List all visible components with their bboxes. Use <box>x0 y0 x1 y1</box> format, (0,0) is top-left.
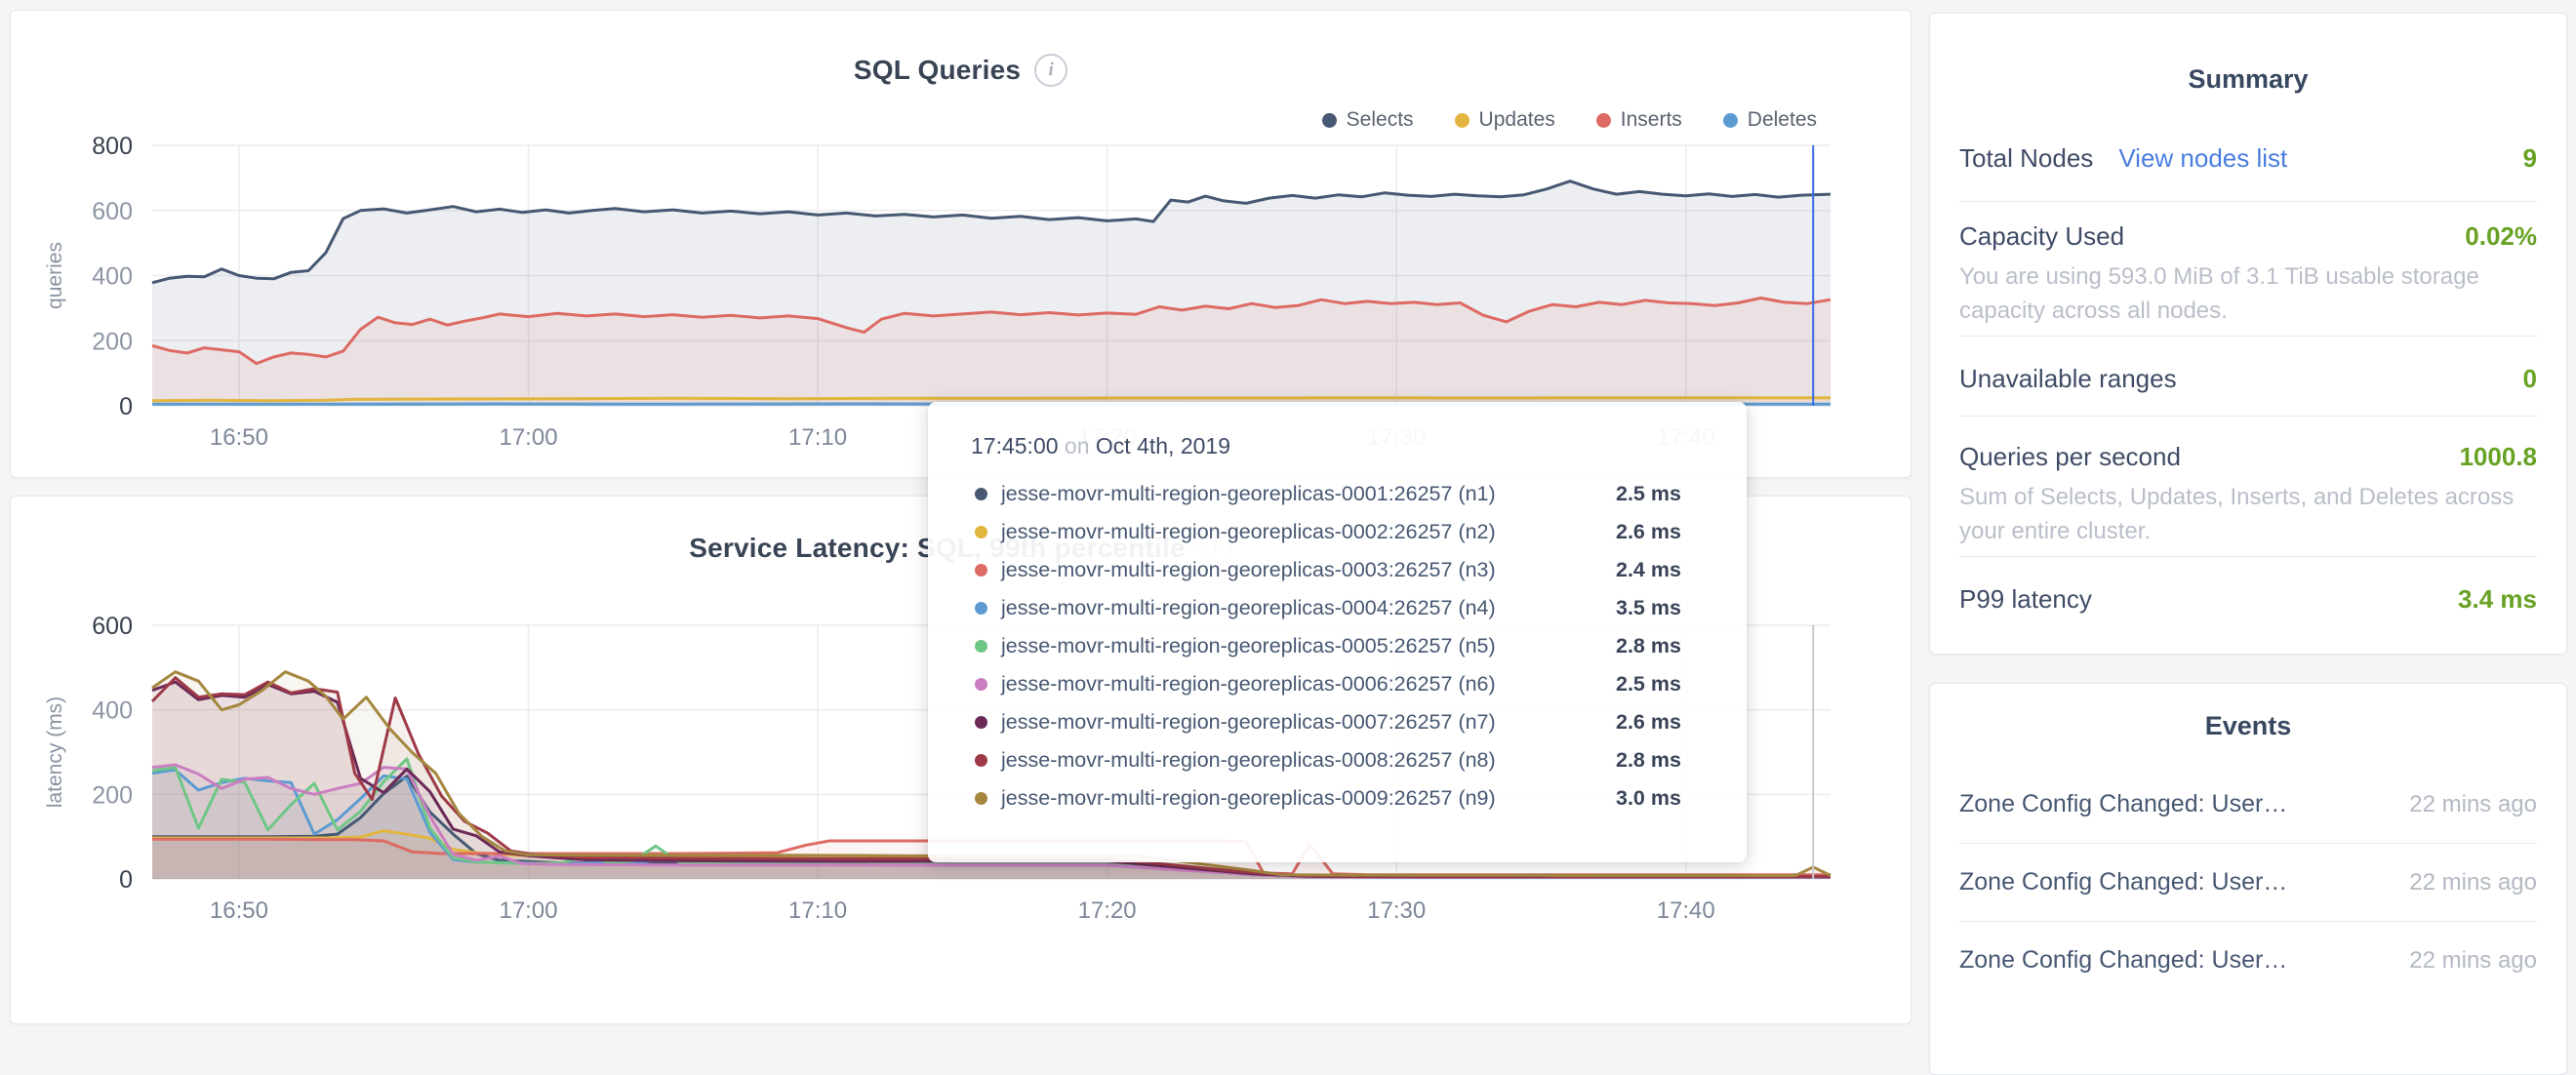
divider <box>1959 416 2537 417</box>
svg-text:17:10: 17:10 <box>788 424 847 451</box>
queries-per-second-subtext: Sum of Selects, Updates, Inserts, and De… <box>1959 484 2515 544</box>
legend-dot-icon <box>1321 112 1337 128</box>
svg-text:200: 200 <box>92 328 133 355</box>
node-color-dot-icon <box>975 640 987 653</box>
tooltip-node-row: jesse-movr-multi-region-georeplicas-0008… <box>928 741 1747 779</box>
svg-text:queries: queries <box>44 242 66 309</box>
sql-queries-legend: Selects Updates Inserts Deletes <box>1321 108 1817 132</box>
capacity-used-subtext: You are using 593.0 MiB of 3.1 TiB usabl… <box>1959 263 2479 324</box>
tooltip-node-row: jesse-movr-multi-region-georeplicas-0009… <box>928 779 1747 817</box>
tooltip-timestamp: 17:45:00 on Oct 4th, 2019 <box>928 433 1747 459</box>
unavailable-ranges-row: Unavailable ranges 0 <box>1959 353 2537 404</box>
events-panel: Events Zone Config Changed: User… 22 mins… <box>1929 683 2567 1075</box>
node-color-dot-icon <box>975 602 987 615</box>
total-nodes-row: Total Nodes View nodes list 9 <box>1959 129 2537 187</box>
svg-text:600: 600 <box>92 198 133 225</box>
summary-panel: Summary Total Nodes View nodes list 9 Ca… <box>1929 13 2567 655</box>
svg-text:0: 0 <box>119 393 133 420</box>
legend-item-selects: Selects <box>1321 108 1414 132</box>
tooltip-node-rows: jesse-movr-multi-region-georeplicas-0001… <box>928 475 1747 817</box>
node-color-dot-icon <box>975 678 987 691</box>
info-icon[interactable]: i <box>1034 54 1068 87</box>
legend-dot-icon <box>1595 112 1611 128</box>
events-list: Zone Config Changed: User… 22 mins ago Zon… <box>1959 766 2537 999</box>
svg-text:17:30: 17:30 <box>1367 897 1426 924</box>
tooltip-date: Oct 4th, 2019 <box>1095 433 1230 458</box>
sql-queries-title-row: SQL Queries i <box>11 54 1911 87</box>
total-nodes-value: 9 <box>2522 142 2537 173</box>
node-color-dot-icon <box>975 716 987 729</box>
capacity-used-row: Capacity Used 0.02% <box>1959 215 2537 258</box>
legend-item-updates: Updates <box>1454 108 1555 132</box>
total-nodes-label: Total Nodes <box>1959 142 2094 173</box>
svg-text:600: 600 <box>92 613 133 640</box>
svg-text:latency (ms): latency (ms) <box>44 697 66 808</box>
event-list-item[interactable]: Zone Config Changed: User… 22 mins ago <box>1959 766 2537 844</box>
legend-item-deletes: Deletes <box>1722 108 1817 132</box>
capacity-used-value: 0.02% <box>2465 220 2537 251</box>
svg-text:0: 0 <box>119 866 133 894</box>
legend-dot-icon <box>1722 112 1738 128</box>
events-panel-title: Events <box>2204 711 2292 740</box>
svg-text:400: 400 <box>92 263 133 291</box>
event-list-item[interactable]: Zone Config Changed: User… 22 mins ago <box>1959 946 2537 974</box>
svg-text:17:20: 17:20 <box>1078 897 1137 924</box>
tooltip-node-row: jesse-movr-multi-region-georeplicas-0002… <box>928 513 1747 551</box>
event-list-item[interactable]: Zone Config Changed: User… 22 mins ago <box>1959 844 2537 922</box>
queries-per-second-label: Queries per second <box>1959 441 2181 471</box>
svg-text:200: 200 <box>92 781 133 809</box>
queries-per-second-value: 1000.8 <box>2459 441 2537 471</box>
capacity-used-label: Capacity Used <box>1959 220 2125 251</box>
tooltip-node-row: jesse-movr-multi-region-georeplicas-0005… <box>928 627 1747 665</box>
legend-item-inserts: Inserts <box>1595 108 1682 132</box>
legend-dot-icon <box>1454 112 1469 128</box>
unavailable-ranges-label: Unavailable ranges <box>1959 363 2177 393</box>
summary-panel-title: Summary <box>2188 64 2309 94</box>
unavailable-ranges-value: 0 <box>2522 363 2537 393</box>
tooltip-node-row: jesse-movr-multi-region-georeplicas-0006… <box>928 665 1747 703</box>
queries-per-second-row: Queries per second 1000.8 <box>1959 433 2537 480</box>
chart-hover-tooltip: 17:45:00 on Oct 4th, 2019 jesse-movr-mul… <box>928 402 1747 862</box>
p99-latency-label: P99 latency <box>1959 583 2092 614</box>
tooltip-node-row: jesse-movr-multi-region-georeplicas-0003… <box>928 551 1747 589</box>
tooltip-node-row: jesse-movr-multi-region-georeplicas-0001… <box>928 475 1747 513</box>
divider <box>1959 556 2537 557</box>
svg-text:400: 400 <box>92 697 133 725</box>
node-color-dot-icon <box>975 488 987 500</box>
svg-text:800: 800 <box>92 133 133 160</box>
svg-text:17:00: 17:00 <box>499 897 557 924</box>
sql-queries-chart-title: SQL Queries <box>853 55 1022 85</box>
divider <box>1959 201 2537 202</box>
node-color-dot-icon <box>975 792 987 805</box>
tooltip-separator: on <box>1064 433 1090 458</box>
svg-text:17:40: 17:40 <box>1657 897 1715 924</box>
p99-latency-row: P99 latency 3.4 ms <box>1959 574 2537 624</box>
svg-text:17:10: 17:10 <box>788 897 847 924</box>
tooltip-node-row: jesse-movr-multi-region-georeplicas-0004… <box>928 589 1747 627</box>
p99-latency-value: 3.4 ms <box>2458 583 2537 614</box>
service-latency-chart[interactable]: 0 200 400 600 16:50 17:00 17:10 17:20 17:30 17:40… <box>11 497 1911 1023</box>
node-color-dot-icon <box>975 526 987 538</box>
view-nodes-list-link[interactable]: View nodes list <box>2118 142 2288 173</box>
svg-text:16:50: 16:50 <box>210 897 268 924</box>
node-color-dot-icon <box>975 754 987 767</box>
svg-text:17:00: 17:00 <box>499 424 557 451</box>
tooltip-node-row: jesse-movr-multi-region-georeplicas-0007… <box>928 703 1747 741</box>
tooltip-time: 17:45:00 <box>971 433 1059 458</box>
divider <box>1959 336 2537 337</box>
node-color-dot-icon <box>975 564 987 577</box>
cluster-overview-page: { "colors": { "accent_green": "#68a224",… <box>10 10 2567 1075</box>
svg-text:16:50: 16:50 <box>210 424 268 451</box>
